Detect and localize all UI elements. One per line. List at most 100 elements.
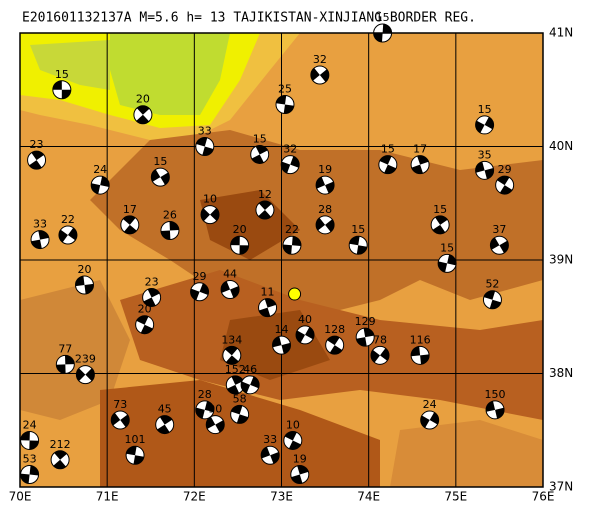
compression-quadrant [411,346,430,365]
depth-label: 32 [313,53,327,66]
focal-mechanism [315,175,335,195]
depth-label: 40 [298,313,312,326]
depth-label: 15 [478,103,492,116]
focal-mechanism [370,345,390,365]
compression-quadrant [438,254,457,273]
compression-quadrant [143,288,160,307]
focal-mechanism [142,287,162,307]
depth-label: 15 [433,203,447,216]
focal-mechanism [260,445,280,465]
depth-label: 58 [233,392,247,405]
compression-quadrant [259,298,277,317]
y-tick-label: 40N [549,139,573,153]
compression-quadrant [282,236,301,255]
depth-label: 20 [233,223,247,236]
depth-label: 29 [193,270,207,283]
compression-quadrant [483,290,502,309]
focal-mechanism [120,215,140,235]
compression-quadrant [284,431,301,450]
depth-label: 52 [485,278,499,291]
compression-quadrant [276,95,294,114]
focal-mechanism [258,298,278,318]
compression-quadrant [356,328,374,347]
depth-label: 29 [498,163,512,176]
focal-mechanism [50,450,70,470]
depth-label: 15 [153,155,167,168]
compression-quadrant [91,176,110,194]
depth-label: 22 [61,213,75,226]
depth-label: 15 [381,143,395,156]
depth-label: 239 [75,353,96,366]
depth-label: 17 [413,143,427,156]
compression-quadrant [349,236,368,255]
focal-mechanism [475,160,495,180]
compression-quadrant [291,465,309,484]
compression-quadrant [151,169,170,185]
epicenter [288,287,302,301]
compression-quadrant [20,431,39,450]
compression-quadrant [225,346,239,365]
x-tick-label: 74E [357,490,380,504]
depth-label: 23 [145,275,159,288]
focal-mechanism [485,400,505,420]
compression-quadrant [31,230,49,249]
compression-quadrant [241,376,260,394]
compression-quadrant [371,348,389,363]
focal-mechanism [430,215,450,235]
depth-label: 78 [373,333,387,346]
map-title: E201601132137A M=5.6 h= 13 TAJIKISTAN-XI… [22,11,476,26]
depth-label: 33 [263,433,277,446]
depth-label: 116 [410,333,431,346]
y-tick-label: 38N [549,366,573,380]
focal-mechanism [75,275,95,295]
focal-mechanism [282,235,302,255]
compression-quadrant [310,68,329,82]
depth-label: 129 [355,315,376,328]
compression-quadrant [486,401,505,419]
x-tick-label: 70E [9,490,32,504]
compression-quadrant [411,155,429,174]
compression-quadrant [56,355,75,374]
focal-mechanism [315,215,335,235]
depth-label: 14 [275,323,289,336]
depth-label: 10 [286,418,300,431]
focal-mechanism [475,115,495,135]
compression-quadrant [221,281,240,298]
focal-mechanism [160,220,180,240]
compression-quadrant [136,105,150,124]
compression-quadrant [272,336,291,354]
focal-mechanism [230,235,250,255]
focal-mechanism [20,430,40,450]
focal-mechanism [495,175,515,195]
depth-label: 37 [492,223,506,236]
depth-label: 17 [123,203,137,216]
compression-quadrant [75,276,94,294]
depth-label: 45 [158,403,172,416]
compression-quadrant [58,227,77,243]
x-tick-label: 72E [183,490,206,504]
depth-label: 26 [163,208,177,221]
compression-quadrant [195,401,214,419]
compression-quadrant [251,145,268,164]
depth-label: 73 [113,398,127,411]
focal-mechanism [290,465,310,485]
compression-quadrant [420,412,439,428]
focal-mechanism [52,80,72,100]
focal-mechanism [195,400,215,420]
depth-label: 11 [261,286,275,299]
depth-label: 90 [208,403,222,416]
focal-mechanism [272,335,291,355]
focal-mechanism [220,280,240,300]
depth-label: 24 [93,163,107,176]
depth-label: 22 [285,223,299,236]
compression-quadrant [76,368,95,381]
focal-mechanism [90,175,110,195]
depth-label: 20 [136,93,150,106]
focal-mechanism [27,150,47,170]
focal-mechanism [30,230,50,250]
focal-mechanism [20,465,40,485]
focal-mechanism [135,315,155,335]
focal-mechanism [355,327,375,347]
compression-quadrant [261,446,280,464]
focal-mechanism [75,365,95,385]
